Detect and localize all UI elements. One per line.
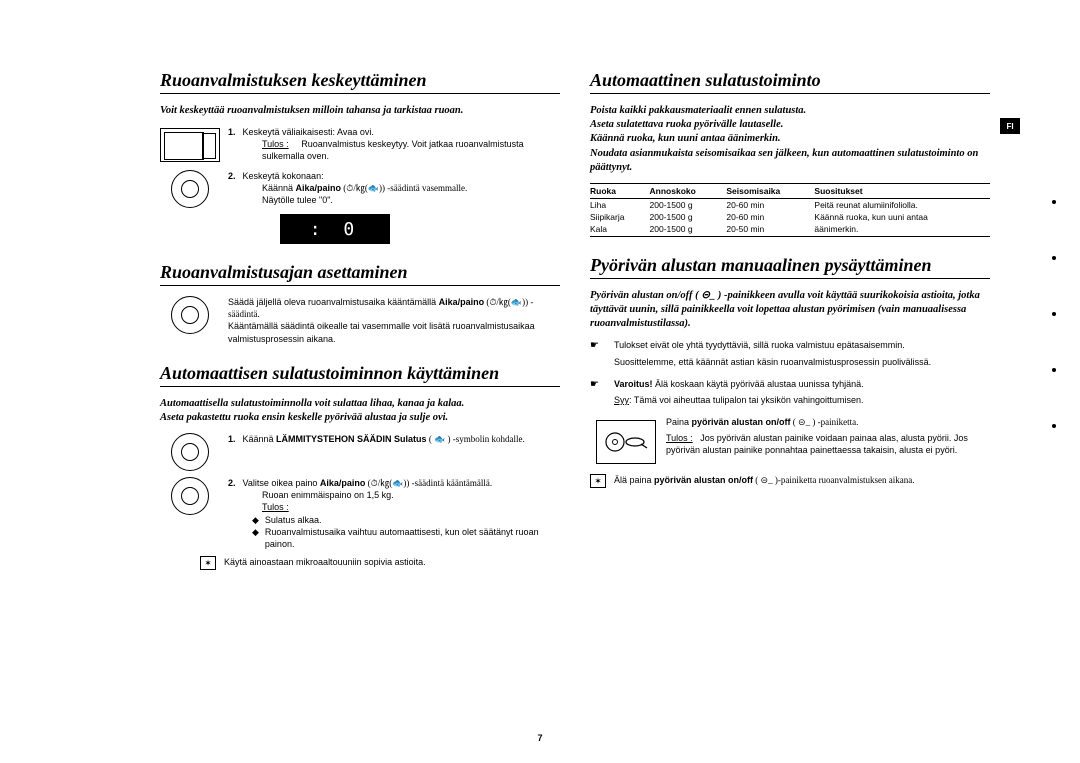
step-number: 2. bbox=[228, 477, 240, 489]
arrow-icon: ☛ bbox=[590, 339, 606, 353]
note-bold: pyörivän alustan on/off bbox=[654, 475, 753, 485]
bullet-text: Sulatus alkaa. bbox=[265, 514, 322, 526]
step-text: Ruoanvalmistus keskeytyy. Voit jatkaa ru… bbox=[262, 139, 524, 161]
table-header: Seisomisaika bbox=[726, 183, 814, 198]
step-text-bold: LÄMMITYSTEHON SÄÄDIN Sulatus bbox=[276, 434, 427, 444]
note-text: ( ⊝_ )-painiketta ruoanvalmistuksen aika… bbox=[753, 475, 915, 485]
note-icon: ✶ bbox=[590, 474, 606, 488]
section-intro: Voit keskeyttää ruoanvalmistuksen milloi… bbox=[160, 104, 560, 118]
section-auto-defrost-use: Automaattisen sulatustoiminnon käyttämin… bbox=[160, 363, 560, 570]
defrost-table: Ruoka Annoskoko Seisomisaika Suositukset… bbox=[590, 183, 990, 237]
step-label: Keskeytä väliaikaisesti: Avaa ovi. bbox=[243, 127, 374, 137]
knob-icon bbox=[160, 433, 220, 471]
note-text: Älä paina bbox=[614, 475, 654, 485]
body-text: Säädä jäljellä oleva ruoanvalmistusaika … bbox=[228, 297, 439, 307]
section-title: Automaattinen sulatustoiminto bbox=[590, 70, 990, 94]
arrow-icon: ☛ bbox=[590, 378, 606, 392]
table-row: Kala200-1500 g20-50 minäänimerkin. bbox=[590, 223, 990, 237]
section-title: Ruoanvalmistuksen keskeyttäminen bbox=[160, 70, 560, 94]
step-number: 1. bbox=[228, 433, 240, 445]
note-text: Tulokset eivät ole yhtä tyydyttäviä, sil… bbox=[614, 339, 931, 351]
instruction-text: Paina bbox=[666, 417, 692, 427]
bullet-text: Ruoanvalmistusaika vaihtuu automaattises… bbox=[265, 526, 560, 550]
table-header: Suositukset bbox=[814, 183, 990, 198]
step-text: Ruoan enimmäispaino on 1,5 kg. bbox=[262, 490, 394, 500]
body-text-bold: Aika/paino bbox=[439, 297, 485, 307]
turntable-instruction: Paina pyörivän alustan on/off ( ⊝_ ) -pa… bbox=[590, 416, 990, 468]
section-title: Pyörivän alustan manuaalinen pysäyttämin… bbox=[590, 255, 990, 279]
warning-note: ☛ Varoitus! Älä koskaan käytä pyörivää a… bbox=[590, 378, 990, 410]
instruction-bold: pyörivän alustan on/off bbox=[692, 417, 791, 427]
knob-icon bbox=[160, 296, 220, 334]
note-text: : Tämä voi aiheuttaa tulipalon tai yksik… bbox=[629, 395, 863, 405]
left-column: Ruoanvalmistuksen keskeyttäminen Voit ke… bbox=[160, 70, 560, 588]
warning-label: Varoitus! bbox=[614, 379, 653, 389]
right-column: Automaattinen sulatustoiminto Poista kai… bbox=[590, 70, 990, 588]
section-title: Ruoanvalmistusajan asettaminen bbox=[160, 262, 560, 286]
info-note: ☛ Tulokset eivät ole yhtä tyydyttäviä, s… bbox=[590, 339, 990, 371]
turntable-button-icon bbox=[596, 420, 656, 464]
result-label: Tulos : bbox=[262, 502, 289, 512]
caution-note: ✶ Älä paina pyörivän alustan on/off ( ⊝_… bbox=[590, 474, 990, 488]
table-row: Siipikarja200-1500 g20-60 minKäännä ruok… bbox=[590, 211, 990, 223]
page-markers bbox=[1052, 200, 1056, 428]
step-text: Käännä bbox=[262, 183, 296, 193]
bullet-icon: ◆ bbox=[252, 514, 259, 526]
step-number: 2. bbox=[228, 170, 240, 182]
step-2: 2. Keskeytä kokonaan: Käännä Aika/paino … bbox=[160, 170, 560, 208]
step-text: (⏱/㎏(🐟)) -säädintä vasemmalle. bbox=[341, 183, 467, 193]
step-text: Käännä bbox=[243, 434, 277, 444]
reason-label: Syy bbox=[614, 395, 629, 405]
note-text: Älä koskaan käytä pyörivää alustaa uunis… bbox=[653, 379, 864, 389]
step-text-bold: Aika/paino bbox=[296, 183, 342, 193]
microwave-icon bbox=[160, 126, 220, 164]
section-auto-defrost: Automaattinen sulatustoiminto Poista kai… bbox=[590, 70, 990, 237]
section-interrupt-cooking: Ruoanvalmistuksen keskeyttäminen Voit ke… bbox=[160, 70, 560, 244]
section-intro: Pyörivän alustan on/off ( ⊝_ ) -painikke… bbox=[590, 289, 990, 332]
manual-page: Ruoanvalmistuksen keskeyttäminen Voit ke… bbox=[0, 0, 1080, 618]
section-title: Automaattisen sulatustoiminnon käyttämin… bbox=[160, 363, 560, 387]
step-label: Keskeytä kokonaan: bbox=[243, 171, 324, 181]
note-text: Suosittelemme, että käännät astian käsin… bbox=[614, 356, 931, 368]
body-text: Kääntämällä säädintä oikealle tai vasemm… bbox=[228, 321, 535, 343]
step-text-bold: Aika/paino bbox=[320, 478, 366, 488]
step-text: (⏱/㎏(🐟)) -säädintä kääntämällä. bbox=[365, 478, 492, 488]
section-set-time: Ruoanvalmistusajan asettaminen Säädä jäl… bbox=[160, 262, 560, 345]
bullet-icon: ◆ bbox=[252, 526, 259, 550]
step-text: Näytölle tulee "0". bbox=[262, 195, 333, 205]
step-text: Valitse oikea paino bbox=[243, 478, 320, 488]
section-intro: Automaattisella sulatustoiminnolla voit … bbox=[160, 397, 560, 425]
note-text: Käytä ainoastaan mikroaaltouuniin sopivi… bbox=[224, 556, 426, 568]
section-turntable-stop: Pyörivän alustan manuaalinen pysäyttämin… bbox=[590, 255, 990, 488]
section-intro: Poista kaikki pakkausmateriaalit ennen s… bbox=[590, 104, 990, 175]
result-label: Tulos : bbox=[262, 139, 289, 149]
knob-icon bbox=[160, 477, 220, 515]
note: ✶ Käytä ainoastaan mikroaaltouuniin sopi… bbox=[200, 556, 560, 570]
step-2: 2. Valitse oikea paino Aika/paino (⏱/㎏(🐟… bbox=[160, 477, 560, 550]
knob-icon bbox=[160, 170, 220, 208]
page-number: 7 bbox=[537, 733, 542, 743]
step-number: 1. bbox=[228, 126, 240, 138]
step-1: 1. Käännä LÄMMITYSTEHON SÄÄDIN Sulatus (… bbox=[160, 433, 560, 471]
note-icon: ✶ bbox=[200, 556, 216, 570]
instruction-text: ( ⊝_ ) -painiketta. bbox=[791, 417, 859, 427]
result-text: Jos pyörivän alustan painike voidaan pai… bbox=[666, 433, 968, 455]
table-header: Ruoka bbox=[590, 183, 650, 198]
table-row: Liha200-1500 g20-60 minPeitä reunat alum… bbox=[590, 198, 990, 211]
result-label: Tulos : bbox=[666, 433, 693, 443]
step-1: 1. Keskeytä väliaikaisesti: Avaa ovi. Tu… bbox=[160, 126, 560, 164]
language-tab: FI bbox=[1000, 118, 1020, 134]
table-header: Annoskoko bbox=[650, 183, 727, 198]
step-text: ( 🐟 ) -symbolin kohdalle. bbox=[427, 434, 525, 444]
display-readout: : 0 bbox=[280, 214, 390, 244]
